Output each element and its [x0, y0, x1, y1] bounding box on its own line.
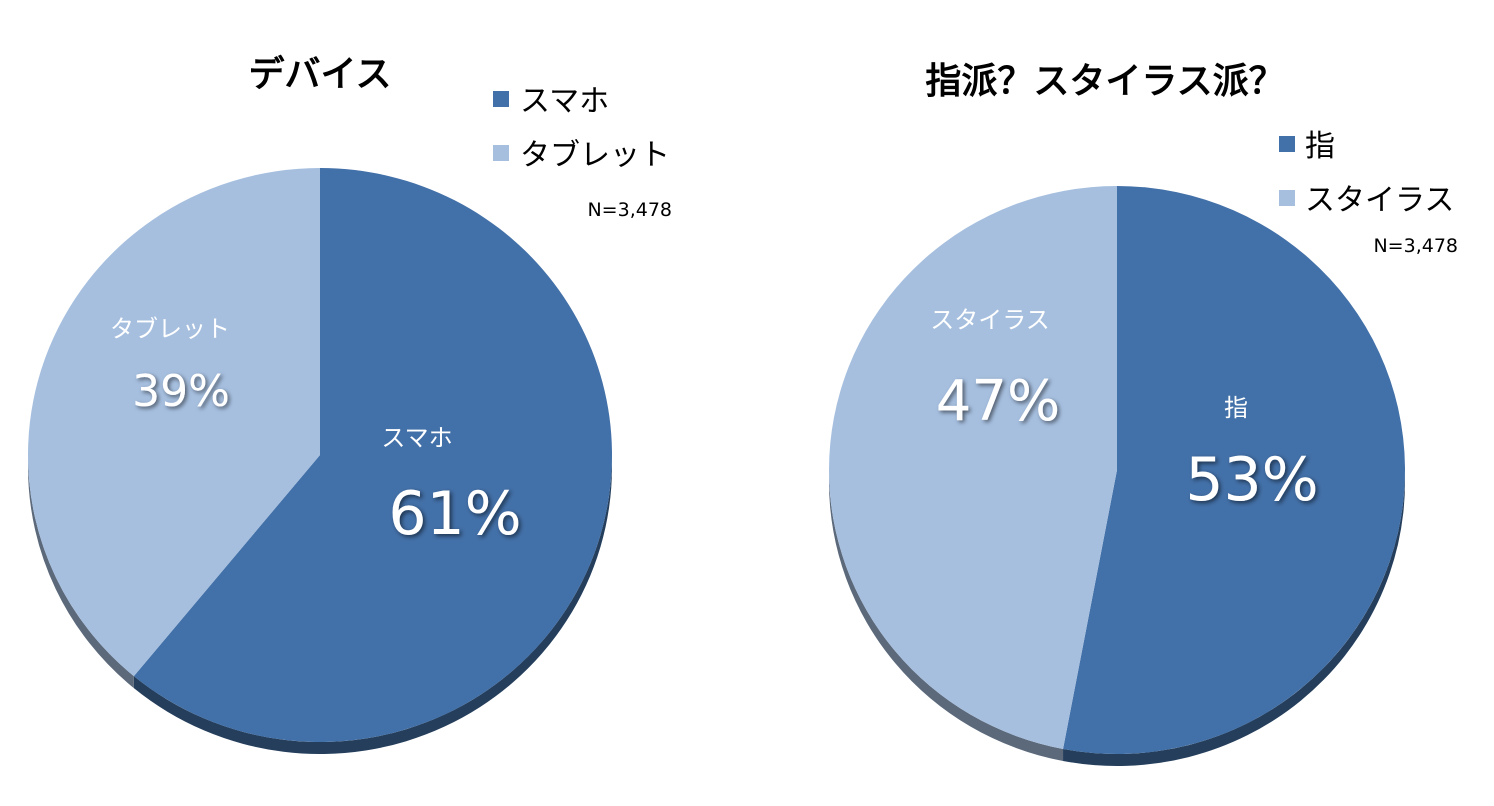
legend-swatch-0: [493, 91, 509, 107]
legend: 指 スタイラス: [1279, 129, 1454, 218]
pie-slice-0: [1063, 186, 1406, 754]
sample-size-note: N=3,478: [1373, 235, 1458, 257]
pie-slice-edge-1: [28, 455, 134, 689]
legend-label-0: 指: [1305, 129, 1335, 164]
legend-swatch-1: [493, 145, 509, 161]
slice-value-1: 47%: [936, 369, 1060, 434]
pie-plot: [828, 186, 1406, 766]
legend-label-0: スマホ: [520, 84, 609, 119]
pie-chart-finger-vs-stylus: 指派？スタイラス派？ 指 スタイラス N=3,478 指 53% スタイラス 4…: [828, 61, 1458, 766]
slice-label-0: スマホ: [381, 424, 452, 452]
slice-value-0: 61%: [388, 479, 521, 549]
pie-chart-device: デバイス スマホ タブレット N=3,478 スマホ 61% タブレット 39%: [27, 53, 672, 754]
pie-slice-1: [27, 167, 321, 677]
sample-size-note: N=3,478: [587, 199, 672, 221]
chart-title: デバイス: [249, 53, 392, 95]
legend-swatch-0: [1279, 136, 1295, 152]
slice-label-1: タブレット: [110, 315, 230, 343]
legend-label-1: スタイラス: [1305, 183, 1454, 218]
pie-slice-edge-1: [829, 470, 1064, 761]
pie-slice-0: [133, 168, 612, 742]
slice-value-0: 53%: [1185, 445, 1318, 515]
legend-label-1: タブレット: [520, 138, 670, 173]
chart-title: 指派？スタイラス派？: [925, 61, 1284, 102]
slice-value-1: 39%: [132, 366, 230, 417]
pie-plot: [27, 167, 612, 754]
slice-label-1: スタイラス: [930, 306, 1050, 334]
legend-swatch-1: [1279, 190, 1295, 206]
pie-slice-1: [828, 186, 1117, 749]
legend: スマホ タブレット: [493, 84, 670, 173]
slice-label-0: 指: [1224, 394, 1248, 422]
